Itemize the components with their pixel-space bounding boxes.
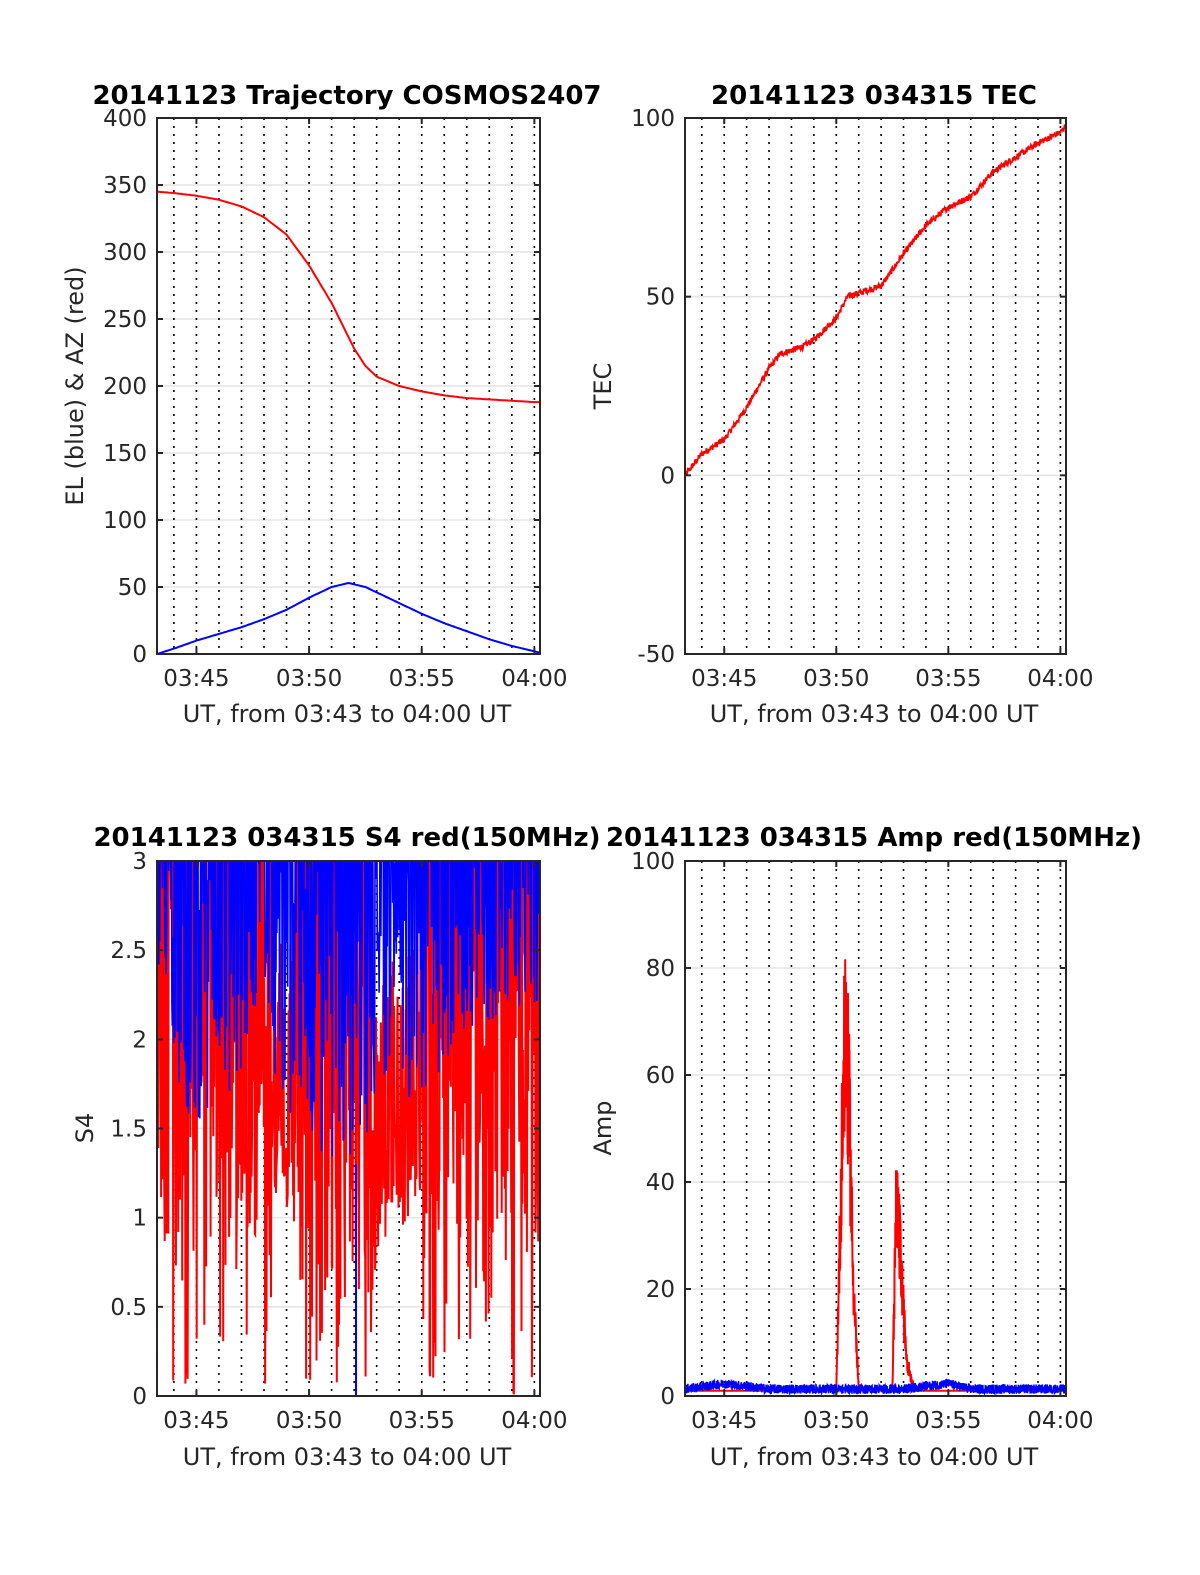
y-tick-label: 250: [103, 307, 147, 333]
plot-tec: -50 0 50 100 03:45 03:50 03:55 04:00: [631, 106, 1093, 692]
tec-line: [685, 122, 1066, 477]
plot-amp: 0 20 40 60 80 100 03:45 03:50 03:55 04:00: [631, 849, 1093, 1434]
y-tick-label: 200: [103, 374, 147, 400]
y-tick-label: 100: [103, 508, 147, 534]
xlabel-s4: UT, from 03:43 to 04:00 UT: [183, 1443, 512, 1471]
grid: [685, 860, 1066, 1397]
y-tick-label: 0: [660, 1384, 675, 1410]
title-trajectory: 20141123 Trajectory COSMOS2407: [92, 81, 601, 111]
amp-red-line: [685, 959, 1066, 1392]
ylabel-s4: S4: [71, 1113, 99, 1144]
x-tick-label: 03:50: [803, 666, 869, 692]
xlabel-trajectory: UT, from 03:43 to 04:00 UT: [183, 700, 512, 728]
x-tick-label: 03:55: [915, 666, 981, 692]
y-tick-label: 350: [103, 173, 147, 199]
x-tick-label: 04:00: [1027, 1408, 1093, 1434]
y-tick-label: 1.5: [110, 1117, 147, 1143]
axes-box: [684, 860, 1067, 1397]
y-tick-label: 20: [646, 1277, 675, 1303]
xlabel-amp: UT, from 03:43 to 04:00 UT: [710, 1443, 1039, 1471]
y-tick-label: 2: [132, 1027, 147, 1053]
x-tick-label: 03:45: [163, 666, 229, 692]
panel-trajectory: 20141123 Trajectory COSMOS2407 0 50 100 150…: [61, 81, 602, 728]
y-tick-label: 1: [132, 1206, 147, 1232]
y-tick-label: 0: [660, 463, 675, 489]
x-tick-label: 03:45: [163, 1408, 229, 1434]
y-tick-label: -50: [637, 642, 675, 668]
y-tick-label: 60: [646, 1063, 675, 1089]
series-line: [157, 190, 540, 404]
title-tec: 20141123 034315 TEC: [711, 81, 1037, 111]
y-tick-label: 100: [631, 106, 675, 132]
data-layer: [685, 959, 1066, 1396]
y-tick-label: 0: [132, 642, 147, 668]
y-tick-label: 0: [132, 1384, 147, 1410]
x-tick-label: 03:55: [389, 666, 455, 692]
y-tick-label: 50: [646, 285, 675, 311]
x-tick-label: 03:45: [691, 666, 757, 692]
x-tick-label: 03:50: [276, 666, 342, 692]
xlabel-tec: UT, from 03:43 to 04:00 UT: [710, 700, 1039, 728]
data-layer: [157, 861, 540, 1396]
data-layer: [157, 190, 540, 654]
series-line: [157, 581, 540, 654]
title-s4: 20141123 034315 S4 red(150MHz): [93, 823, 600, 853]
y-tick-label: 3: [132, 849, 147, 875]
amp-blue-line: [685, 1378, 1066, 1396]
y-tick-label: 150: [103, 441, 147, 467]
y-tick-label: 300: [103, 240, 147, 266]
panel-amp: 20141123 034315 Amp red(150MHz) 0 20 40 60 8…: [589, 823, 1142, 1471]
x-tick-label: 03:45: [691, 1408, 757, 1434]
x-tick-label: 04:00: [501, 666, 567, 692]
plot-trajectory: 0 50 100 150 200 250 300 350 400 03:45 03:50 03:55 0…: [103, 106, 567, 692]
plot-s4: 0 0.5 1 1.5 2 2.5 3 03:45 03:50 03:55 04:00: [110, 849, 567, 1434]
x-tick-label: 03:55: [389, 1408, 455, 1434]
x-tick-label: 04:00: [501, 1408, 567, 1434]
y-tick-label: 80: [646, 956, 675, 982]
y-tick-label: 40: [646, 1170, 675, 1196]
y-tick-label: 100: [631, 849, 675, 875]
title-amp: 20141123 034315 Amp red(150MHz): [606, 823, 1142, 853]
panel-tec: 20141123 034315 TEC -50 0 50 100 03:45 03:50 0…: [589, 81, 1094, 728]
y-tick-label: 0.5: [110, 1295, 147, 1321]
x-tick-label: 03:50: [803, 1408, 869, 1434]
grid: [685, 117, 1066, 655]
ylabel-amp: Amp: [589, 1100, 617, 1155]
panel-s4: 20141123 034315 S4 red(150MHz) 0 0.5 1 1.5 2…: [71, 823, 601, 1471]
x-tick-label: 04:00: [1027, 666, 1093, 692]
s4-blue-line: [157, 861, 540, 1157]
y-tick-label: 50: [118, 575, 147, 601]
ylabel-trajectory: EL (blue) & AZ (red): [61, 266, 89, 505]
axes-box: [684, 117, 1067, 655]
data-layer: [685, 122, 1066, 477]
x-tick-label: 03:55: [915, 1408, 981, 1434]
ylabel-tec: TEC: [589, 363, 617, 411]
y-tick-label: 400: [103, 106, 147, 132]
x-tick-label: 03:50: [276, 1408, 342, 1434]
y-tick-label: 2.5: [110, 938, 147, 964]
